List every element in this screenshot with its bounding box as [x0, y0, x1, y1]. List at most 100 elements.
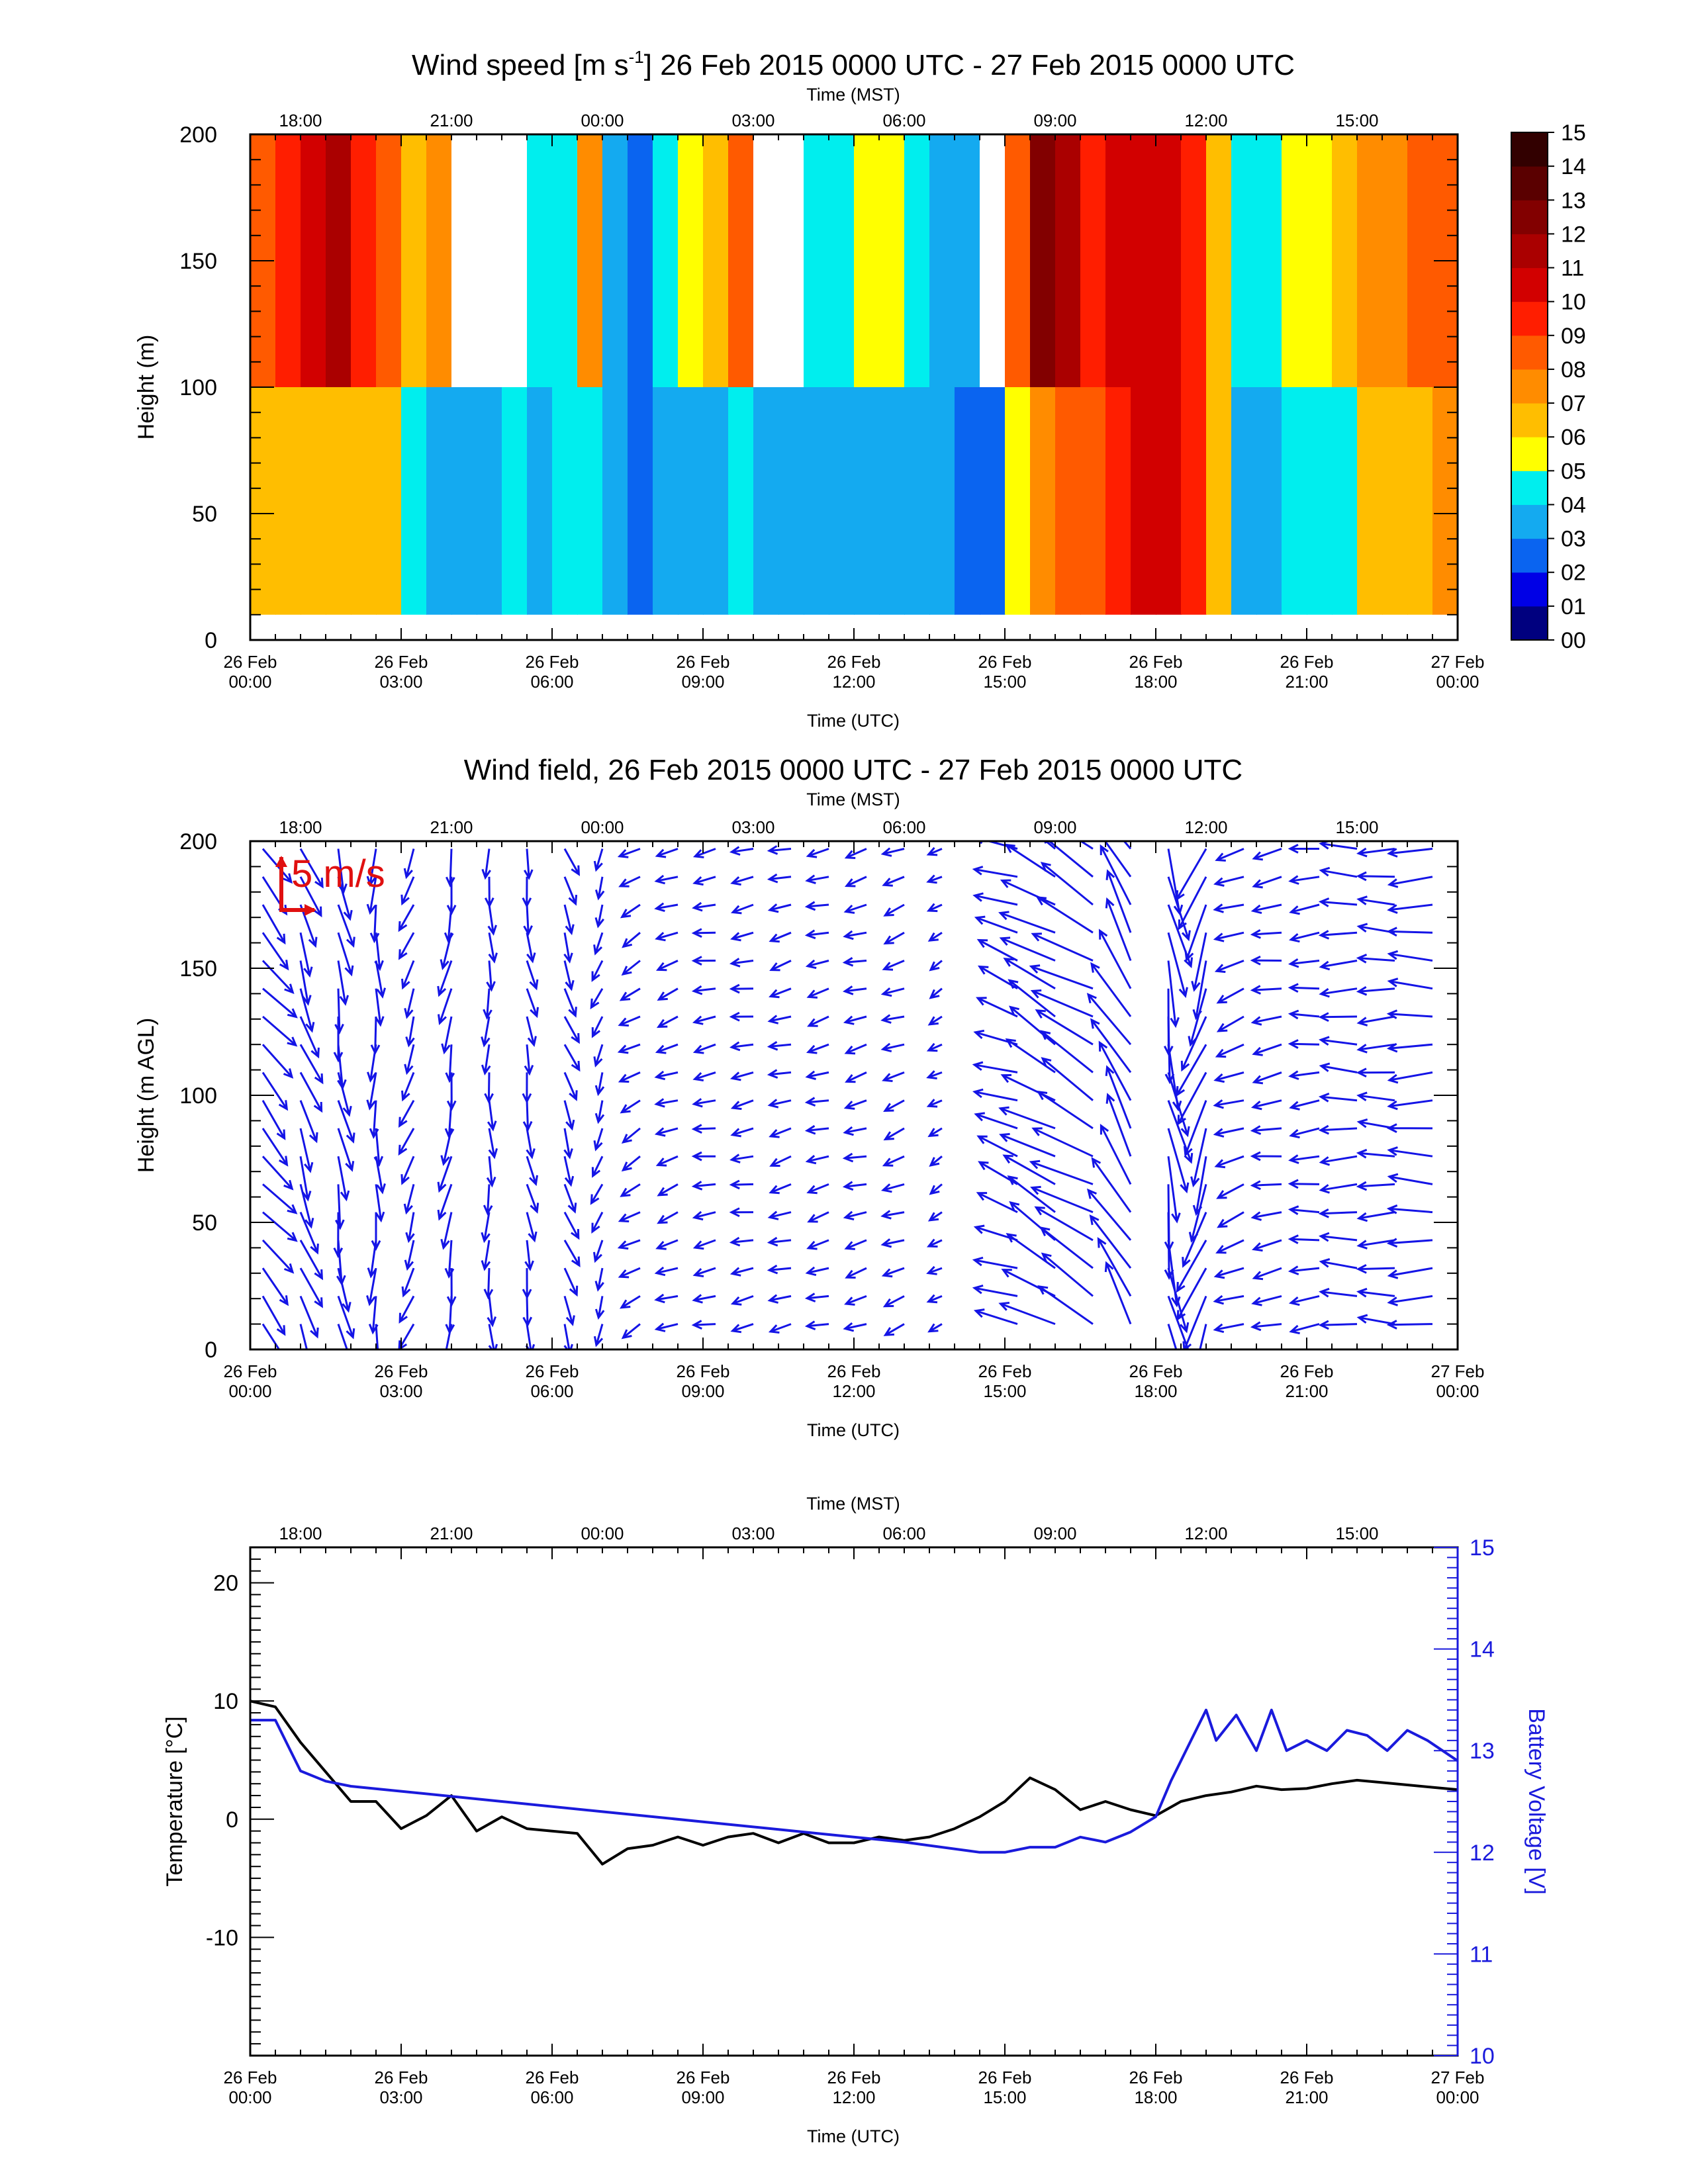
wind-arrow — [730, 1127, 754, 1138]
wind-arrow — [843, 1099, 867, 1110]
wind-arrow — [622, 932, 641, 948]
wind-arrow — [1288, 844, 1320, 854]
wind-arrow — [593, 1128, 604, 1152]
wind-arrow — [621, 960, 641, 976]
wind-arrow — [1356, 1015, 1395, 1026]
heatmap-cell-upper — [929, 134, 955, 387]
wind-arrow — [563, 876, 578, 906]
wind-arrow — [375, 1184, 385, 1223]
wind-arrow — [1319, 1062, 1358, 1073]
wind-arrow — [767, 1099, 792, 1109]
wind-arrow — [1178, 876, 1207, 931]
field-y-axis-label: Height (m AGL) — [134, 1018, 159, 1173]
wind-arrow — [1386, 1320, 1433, 1330]
wind-arrow — [769, 1127, 792, 1138]
wind-arrow — [483, 988, 492, 1020]
wind-arrow — [481, 1212, 491, 1244]
wind-vectors — [261, 841, 1433, 1349]
y-tick-label: 0 — [205, 1338, 217, 1363]
wind-arrow — [262, 1211, 298, 1242]
wind-arrow — [1003, 958, 1056, 989]
wind-arrow — [1176, 1240, 1207, 1293]
x-tick-label-date: 26 Feb — [677, 1361, 730, 1381]
heatmap-cell-lower — [351, 387, 377, 615]
wind-arrow — [399, 1295, 415, 1324]
heatmap-cell-lower — [502, 387, 528, 615]
x-tick-label-date: 26 Feb — [677, 2068, 730, 2087]
wind-arrow — [1288, 1154, 1320, 1164]
voltage-tick-label: 14 — [1470, 1637, 1495, 1662]
wind-arrow — [1387, 848, 1433, 858]
heatmap-cell-upper — [527, 134, 553, 387]
wind-arrow — [1319, 960, 1358, 971]
x-tick-label-time: 15:00 — [983, 672, 1026, 692]
wind-arrow — [403, 1184, 415, 1215]
top-tick-label: 15:00 — [1335, 1524, 1378, 1543]
wind-arrow — [334, 988, 344, 1035]
wind-arrow — [927, 1127, 943, 1138]
wind-arrow — [563, 1128, 573, 1160]
heatmap-cell-lower — [904, 387, 930, 615]
heatmap-cell-lower — [628, 387, 653, 615]
wind-arrow — [1176, 1044, 1207, 1097]
wind-arrow — [806, 848, 829, 858]
wind-arrow — [337, 1267, 352, 1313]
heatmap-cell-upper — [1080, 134, 1106, 387]
wind-arrow — [1030, 989, 1094, 1018]
wind-arrow — [526, 932, 536, 964]
wind-arrow — [444, 1240, 455, 1279]
wind-arrow — [972, 866, 1018, 878]
wind-arrow — [1319, 1036, 1358, 1046]
wind-arrow — [654, 902, 679, 913]
top-tick-label: 06:00 — [882, 1524, 925, 1543]
wind-arrow — [524, 1044, 534, 1076]
wind-arrow — [337, 1156, 350, 1202]
heatmap-cell-lower — [1256, 387, 1282, 615]
heatmap-cell-lower — [1382, 387, 1408, 615]
wind-arrow — [1009, 1005, 1056, 1046]
wind-arrow — [1356, 1181, 1395, 1191]
wind-arrow — [400, 876, 415, 906]
heatmap-cell-lower — [955, 387, 980, 615]
top-tick-label: 21:00 — [430, 817, 473, 837]
wind-arrow — [1216, 987, 1244, 1004]
wind-arrow — [691, 1124, 716, 1134]
heatmap-cell-lower — [1055, 387, 1081, 615]
colorbar-tick-label: 09 — [1561, 324, 1586, 349]
wind-arrow — [1089, 1214, 1132, 1269]
colorbar-segment — [1511, 234, 1548, 269]
wind-speed-title: Wind speed [m s-1] 26 Feb 2015 0000 UTC … — [412, 47, 1295, 81]
heatmap-cell-lower — [1181, 387, 1207, 615]
wind-field-title: Wind field, 26 Feb 2015 0000 UTC - 27 Fe… — [464, 754, 1243, 786]
wind-arrow — [523, 904, 533, 936]
wind-arrow — [1288, 1234, 1320, 1244]
wind-arrow — [481, 1240, 491, 1271]
wind-arrow — [1318, 1232, 1358, 1242]
x-tick-label-date: 26 Feb — [224, 1361, 277, 1381]
wind-arrow — [767, 1236, 792, 1247]
wind-arrow — [1035, 1009, 1094, 1046]
wind-arrow — [403, 848, 415, 880]
top-tick-label: 15:00 — [1335, 817, 1378, 837]
wind-arrow — [1199, 1324, 1207, 1349]
wind-arrow — [261, 1071, 289, 1111]
wind-arrow — [261, 1099, 286, 1140]
wind-arrow — [262, 987, 298, 1019]
heatmap-cell-upper — [1282, 134, 1307, 387]
wind-arrow — [692, 1210, 716, 1221]
speed-heatmap — [250, 134, 1458, 615]
heatmap-cell-lower — [1407, 387, 1433, 615]
wind-speed-title-post: ] 26 Feb 2015 0000 UTC - 27 Feb 2015 000… — [644, 49, 1295, 81]
wind-arrow — [1288, 958, 1320, 968]
top-tick-label: 03:00 — [731, 817, 774, 837]
wind-arrow — [691, 1320, 716, 1330]
wind-arrow — [620, 903, 641, 919]
wind-arrow — [299, 1240, 324, 1281]
wind-arrow — [691, 1151, 716, 1161]
wind-arrow — [1044, 841, 1056, 850]
wind-arrow — [655, 960, 679, 972]
wind-arrow — [488, 1324, 498, 1349]
wind-arrow — [692, 848, 716, 858]
heatmap-cell-upper — [1357, 134, 1383, 387]
